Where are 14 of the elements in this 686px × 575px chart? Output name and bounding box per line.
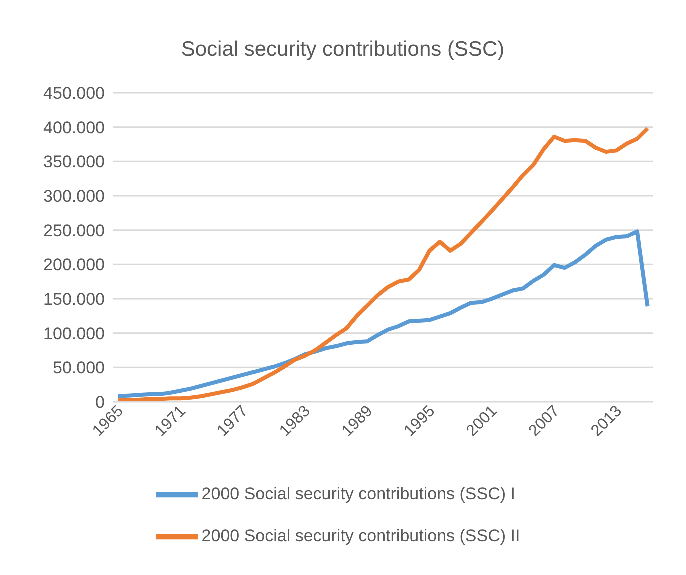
y-tick-label: 450.000 [44, 84, 105, 104]
y-tick-label: 250.000 [44, 221, 105, 240]
line-series [116, 230, 650, 399]
y-tick-label: 350.000 [44, 152, 105, 172]
y-tick-label: 150.000 [44, 290, 105, 310]
chart-title: Social security contributions (SSC) [180, 37, 506, 63]
y-tick-label: 100.000 [44, 324, 105, 344]
legend-label: 2000 Social security contributions (SSC) I [202, 484, 516, 504]
line-series [116, 126, 650, 402]
y-tick-label: 400.000 [44, 118, 105, 138]
y-tick-label: 200.000 [44, 256, 105, 275]
y-tick-label: 300.000 [44, 187, 105, 206]
legend-label: 2000 Social security contributions (SSC) II [202, 526, 520, 546]
y-tick-label: 50.000 [53, 358, 105, 378]
